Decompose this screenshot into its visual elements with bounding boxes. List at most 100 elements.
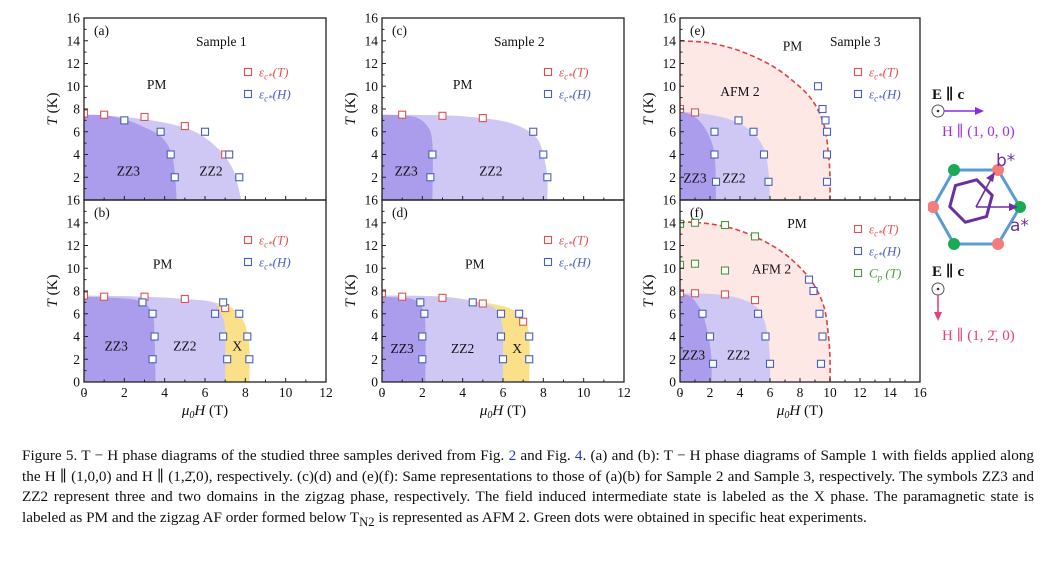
legend-marker [853,268,863,278]
legend-label: εc*(T) [559,65,589,82]
y-tick-label: 8 [73,102,80,117]
region-label-zz2: ZZ2 [451,341,474,356]
data-point [539,150,548,159]
legend-marker [243,235,253,245]
data-point [166,150,175,159]
x-tick-label: 6 [500,385,507,400]
y-tick-label: 4 [371,147,378,162]
region-label-x: X [512,341,522,356]
y-tick-label: 10 [67,261,81,276]
data-point [705,332,715,341]
y-tick-label: 2 [371,352,378,367]
series-ct [84,291,230,313]
y-axis-label: T (K) [641,93,657,126]
legend-marker [853,89,863,99]
data-point [690,218,700,227]
region-label-pm: PM [147,77,167,92]
region-label-zz2: ZZ2 [479,163,502,178]
legend-marker [243,257,253,267]
legend-label: εc*(H) [259,87,291,104]
data-point [438,111,447,120]
boundary-line-tn2 [680,220,831,382]
x-tick-label: 0 [379,385,386,400]
y-tick-label: 2 [73,352,80,367]
y-tick-label: 0 [669,375,676,390]
y-tick-label: 0 [371,375,378,390]
region-label-zz3: ZZ3 [682,348,705,363]
y-axis-label: T (K) [343,93,359,126]
panel-label: (b) [94,205,110,220]
data-point [822,127,832,136]
y-tick-label: 6 [73,306,80,321]
x-tick-label: 6 [202,385,209,400]
data-point [225,150,234,159]
inset-top-h-label: H ∥ (1, 0, 0) [942,124,1015,140]
legend: εc*(T) εc*(H) [853,65,901,104]
series-ct [382,289,528,326]
legend-label: εc*(H) [559,255,591,272]
data-point [478,114,487,123]
region-zz3 [680,111,716,200]
series-ch [426,127,552,182]
legend-label: εc*(H) [869,244,901,261]
caption-ref-fig2-link[interactable]: 2 [508,447,517,464]
arrow-down-icon [931,282,945,321]
x-axis-label: μ0H (T) [776,403,823,421]
legend-marker [543,235,553,245]
y-tick-label: 12 [67,56,81,71]
data-point [245,355,254,364]
panel-f: 0 2 4 6 8 10 12 14 16 0 2 4 6 8 10 12 14 16 T (K) μ0H (T) (f… [641,193,927,422]
data-point [468,298,477,307]
y-tick-label: 6 [371,124,378,139]
x-tick-label: 14 [883,385,897,400]
data-point [710,150,719,159]
region-label-zz2: ZZ2 [727,348,750,363]
x-tick-label: 4 [161,385,168,400]
y-tick-label: 12 [663,238,677,253]
y-tick-label: 6 [371,306,378,321]
data-point [710,127,719,136]
x-tick-label: 8 [242,385,249,400]
region-label-afm-2: AFM 2 [720,84,759,99]
y-tick-label: 8 [669,102,676,117]
y-tick-label: 2 [73,170,80,185]
y-axis-label: T (K) [641,275,657,308]
axis-a-star-label: a* [1010,216,1029,236]
data-point [100,292,109,301]
data-point [753,309,763,318]
region-zz3 [84,296,156,382]
data-point [525,355,534,364]
legend-marker [543,257,553,267]
y-tick-label: 16 [67,193,81,208]
x-tick-label: 0 [677,385,684,400]
data-point [680,260,685,269]
data-point [813,82,823,91]
y-tick-label: 16 [663,11,677,26]
x-tick-label: 8 [797,385,804,400]
region-label-pm: PM [783,38,803,53]
y-tick-label: 4 [669,147,676,162]
panel-a: 2 4 6 8 10 12 14 16 T (K) (a) Sample 1 PM ZZ3 ZZ2 εc*(… [45,11,327,201]
y-tick-label: 8 [371,102,378,117]
y-tick-label: 10 [663,261,677,276]
series-ch [138,298,254,364]
data-point [84,109,89,118]
panel-b: 0 2 4 6 8 10 12 0 2 4 6 8 10 12 14 16 T (K) μ0H (T) (b) PM Z… [45,193,333,422]
y-tick-label: 4 [73,147,80,162]
arrow-right-icon [931,104,984,118]
legend-label: εc*(T) [869,65,899,82]
region-label-pm: PM [787,216,807,231]
data-point [416,298,425,307]
caption-ref-fig4-link[interactable]: 4 [574,447,583,464]
region-label-zz3: ZZ3 [391,341,414,356]
series-cpt [680,218,760,275]
data-point [816,359,826,368]
legend-label: εc*(T) [559,233,589,250]
data-point [720,290,730,299]
data-point [690,259,700,268]
data-point [765,359,775,368]
legend-marker [853,67,863,77]
x-tick-label: 6 [767,385,774,400]
x-tick-label: 2 [121,385,128,400]
legend-marker [543,67,553,77]
